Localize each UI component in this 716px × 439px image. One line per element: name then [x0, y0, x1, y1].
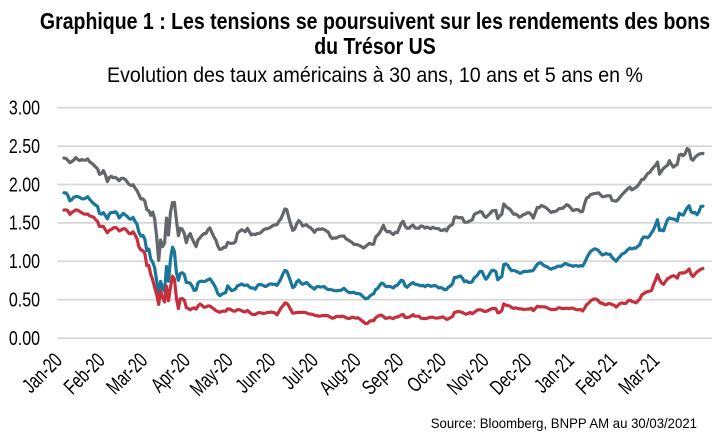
- svg-text:Mar-20: Mar-20: [101, 348, 152, 399]
- svg-text:Sep-20: Sep-20: [357, 348, 408, 399]
- svg-text:2.50: 2.50: [9, 134, 40, 158]
- svg-text:Jan-20: Jan-20: [17, 348, 67, 398]
- svg-text:1.00: 1.00: [9, 249, 40, 273]
- svg-text:Apr-20: Apr-20: [146, 348, 195, 397]
- svg-text:Feb-20: Feb-20: [59, 348, 110, 399]
- svg-text:2.00: 2.00: [9, 172, 40, 196]
- svg-text:1.50: 1.50: [9, 211, 40, 235]
- svg-text:Nov-20: Nov-20: [442, 348, 493, 399]
- svg-text:3.00: 3.00: [9, 95, 40, 119]
- svg-text:Mar-21: Mar-21: [613, 348, 664, 399]
- svg-text:Feb-21: Feb-21: [571, 348, 622, 399]
- svg-text:Oct-20: Oct-20: [402, 348, 451, 397]
- svg-text:Jul-20: Jul-20: [277, 348, 323, 394]
- svg-text:0.50: 0.50: [9, 287, 40, 311]
- svg-text:0.00: 0.00: [9, 326, 40, 350]
- svg-text:May-20: May-20: [185, 348, 237, 400]
- svg-text:Jan-21: Jan-21: [529, 348, 579, 398]
- svg-text:Jun-20: Jun-20: [230, 348, 280, 398]
- svg-text:Aug-20: Aug-20: [314, 348, 365, 399]
- svg-text:Dec-20: Dec-20: [485, 348, 536, 399]
- svg-text:Source: Bloomberg, BNPP AM au: Source: Bloomberg, BNPP AM au 30/03/2021: [431, 416, 697, 431]
